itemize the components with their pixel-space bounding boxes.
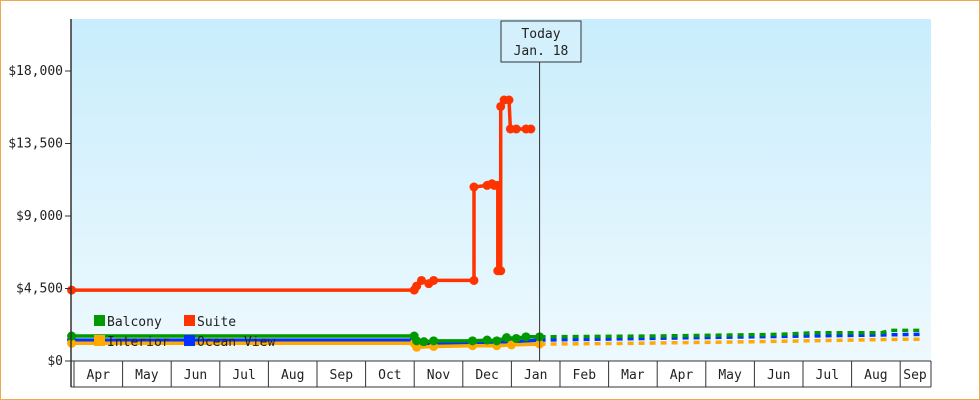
- x-tick-label: Jul: [232, 368, 255, 383]
- suite-point: [469, 182, 479, 192]
- x-tick-label: Aug: [864, 368, 887, 383]
- suite-point: [504, 95, 514, 105]
- balcony-point: [468, 336, 478, 346]
- x-tick-label: Mar: [621, 368, 645, 383]
- y-tick-label: $9,000: [16, 209, 63, 224]
- today-label: Today: [521, 27, 560, 42]
- suite-point: [493, 180, 503, 190]
- suite-point: [496, 266, 506, 276]
- x-tick-label: Nov: [427, 368, 451, 383]
- legend-label-ocean-view: Ocean View: [197, 335, 275, 350]
- ocean-view-forecast-line: [539, 332, 920, 342]
- x-tick-label: Feb: [573, 368, 597, 383]
- balcony-point: [419, 337, 429, 347]
- balcony-point: [412, 336, 422, 346]
- today-date: Jan. 18: [514, 44, 569, 59]
- legend-label-interior: Interior: [107, 335, 170, 350]
- interior-forecast-line: [539, 337, 920, 346]
- x-tick-label: Jul: [816, 368, 839, 383]
- x-tick-label: Oct: [378, 368, 401, 383]
- suite-point: [511, 124, 521, 134]
- suite-point: [469, 275, 479, 285]
- today-box: [500, 20, 582, 63]
- x-tick-label: Sep: [903, 368, 927, 383]
- x-tick-label: May: [135, 368, 159, 383]
- balcony-point: [521, 332, 531, 342]
- balcony-point: [492, 336, 502, 346]
- balcony-point: [502, 333, 512, 343]
- x-tick-label: Dec: [475, 368, 498, 383]
- balcony-point: [511, 333, 521, 343]
- legend-label-suite: Suite: [197, 315, 236, 330]
- suite-point: [526, 124, 536, 134]
- x-tick-label: Sep: [330, 368, 354, 383]
- x-tick-label: Apr: [670, 368, 694, 383]
- y-tick-label: $4,500: [16, 282, 63, 297]
- x-tick-label: Aug: [281, 368, 304, 383]
- balcony-point: [429, 336, 439, 346]
- x-tick-label: Apr: [87, 368, 111, 383]
- x-tick-label: Jun: [184, 368, 207, 383]
- legend-swatch-balcony: [94, 315, 105, 326]
- suite-point: [416, 275, 426, 285]
- legend-swatch-ocean-view: [184, 335, 195, 346]
- x-tick-label: May: [718, 368, 742, 383]
- legend-swatch-interior: [94, 335, 105, 346]
- y-tick-label: $13,500: [8, 137, 63, 152]
- suite-point: [429, 275, 439, 285]
- interior-point: [412, 342, 422, 352]
- balcony-point: [482, 335, 492, 345]
- legend-swatch-suite: [184, 315, 195, 326]
- y-tick-label: $0: [47, 354, 63, 369]
- x-tick-label: Jan: [524, 368, 547, 383]
- y-tick-label: $18,000: [8, 64, 63, 79]
- interior-point: [506, 340, 516, 350]
- legend-label-balcony: Balcony: [107, 315, 162, 330]
- x-tick-label: Jun: [767, 368, 790, 383]
